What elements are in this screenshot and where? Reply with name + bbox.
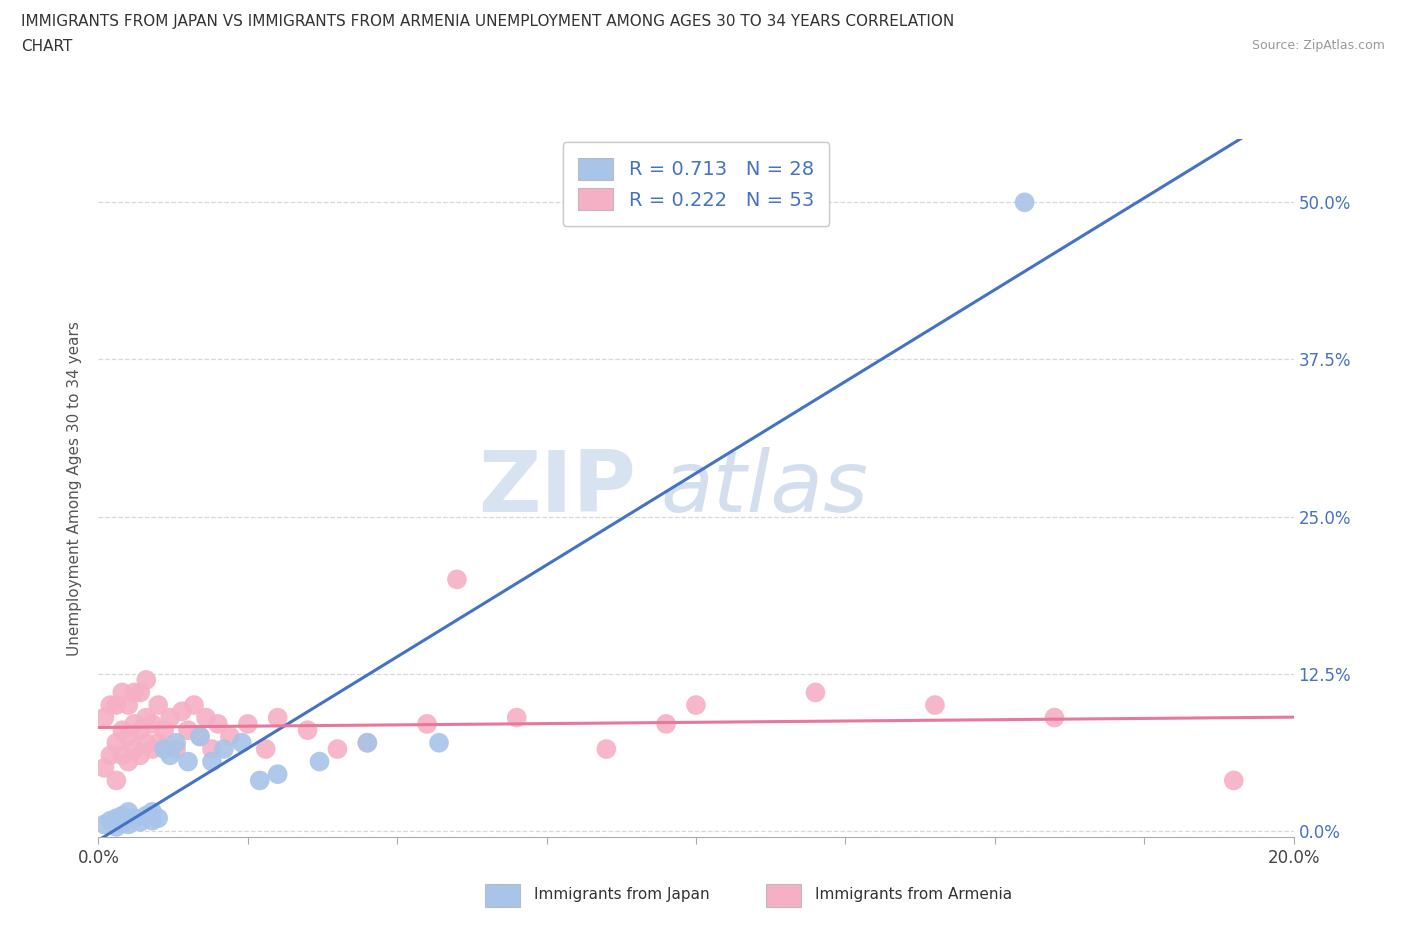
Point xyxy=(117,729,139,744)
Point xyxy=(172,704,194,719)
Point xyxy=(148,811,170,826)
Point xyxy=(595,741,617,756)
Point xyxy=(129,815,152,830)
Point xyxy=(655,716,678,731)
Point xyxy=(804,685,827,700)
Point xyxy=(105,773,128,788)
Point xyxy=(177,723,200,737)
Text: ZIP: ZIP xyxy=(478,446,637,530)
Point xyxy=(141,804,163,819)
Y-axis label: Unemployment Among Ages 30 to 34 years: Unemployment Among Ages 30 to 34 years xyxy=(67,321,83,656)
Point xyxy=(506,711,529,725)
Point xyxy=(100,813,122,828)
Point xyxy=(105,819,128,834)
Point xyxy=(297,723,319,737)
Point xyxy=(141,813,163,828)
Point xyxy=(195,711,218,725)
Point xyxy=(183,698,205,712)
Point xyxy=(416,716,439,731)
Point xyxy=(356,736,378,751)
Point xyxy=(159,748,181,763)
Point xyxy=(165,741,187,756)
Point xyxy=(159,711,181,725)
Legend: R = 0.713   N = 28, R = 0.222   N = 53: R = 0.713 N = 28, R = 0.222 N = 53 xyxy=(562,142,830,226)
Point xyxy=(308,754,330,769)
Text: Immigrants from Japan: Immigrants from Japan xyxy=(534,887,710,902)
Point xyxy=(201,754,224,769)
Text: Source: ZipAtlas.com: Source: ZipAtlas.com xyxy=(1251,39,1385,52)
Point xyxy=(124,716,146,731)
Point xyxy=(111,808,134,823)
Point xyxy=(141,716,163,731)
Point xyxy=(177,754,200,769)
Point xyxy=(148,736,170,751)
Point xyxy=(446,572,468,587)
Point xyxy=(117,804,139,819)
Point xyxy=(105,736,128,751)
Point xyxy=(148,698,170,712)
Point xyxy=(153,723,176,737)
Point xyxy=(117,698,139,712)
Point xyxy=(129,748,152,763)
Point xyxy=(165,736,187,751)
Point xyxy=(1043,711,1066,725)
Point xyxy=(135,736,157,751)
Point xyxy=(105,698,128,712)
Point xyxy=(93,817,115,831)
Point xyxy=(141,741,163,756)
Point xyxy=(356,736,378,751)
Point xyxy=(93,711,115,725)
Point xyxy=(201,741,224,756)
Text: IMMIGRANTS FROM JAPAN VS IMMIGRANTS FROM ARMENIA UNEMPLOYMENT AMONG AGES 30 TO 3: IMMIGRANTS FROM JAPAN VS IMMIGRANTS FROM… xyxy=(21,14,955,29)
Point xyxy=(105,811,128,826)
Point xyxy=(254,741,277,756)
Text: Immigrants from Armenia: Immigrants from Armenia xyxy=(815,887,1012,902)
Point xyxy=(93,761,115,776)
Point xyxy=(326,741,349,756)
Point xyxy=(100,698,122,712)
Point xyxy=(267,766,290,781)
Point xyxy=(111,748,134,763)
Point xyxy=(129,685,152,700)
Point xyxy=(135,808,157,823)
Text: CHART: CHART xyxy=(21,39,73,54)
Point xyxy=(231,736,253,751)
Point xyxy=(117,754,139,769)
Point xyxy=(1223,773,1246,788)
Point xyxy=(100,748,122,763)
Point xyxy=(207,716,229,731)
Point xyxy=(267,711,290,725)
Point xyxy=(124,685,146,700)
Point xyxy=(188,729,211,744)
Point xyxy=(135,711,157,725)
Point xyxy=(236,716,259,731)
Point xyxy=(117,817,139,831)
Point xyxy=(1014,195,1036,210)
Point xyxy=(153,741,176,756)
Point xyxy=(685,698,707,712)
Point xyxy=(111,723,134,737)
Point xyxy=(124,741,146,756)
Point xyxy=(212,741,235,756)
Point xyxy=(188,729,211,744)
Point xyxy=(219,729,242,744)
Point xyxy=(249,773,271,788)
Point xyxy=(924,698,946,712)
Point xyxy=(427,736,450,751)
Point xyxy=(124,811,146,826)
Point xyxy=(111,816,134,830)
Point xyxy=(129,723,152,737)
Text: atlas: atlas xyxy=(661,446,868,530)
Point xyxy=(111,685,134,700)
Point xyxy=(135,672,157,687)
